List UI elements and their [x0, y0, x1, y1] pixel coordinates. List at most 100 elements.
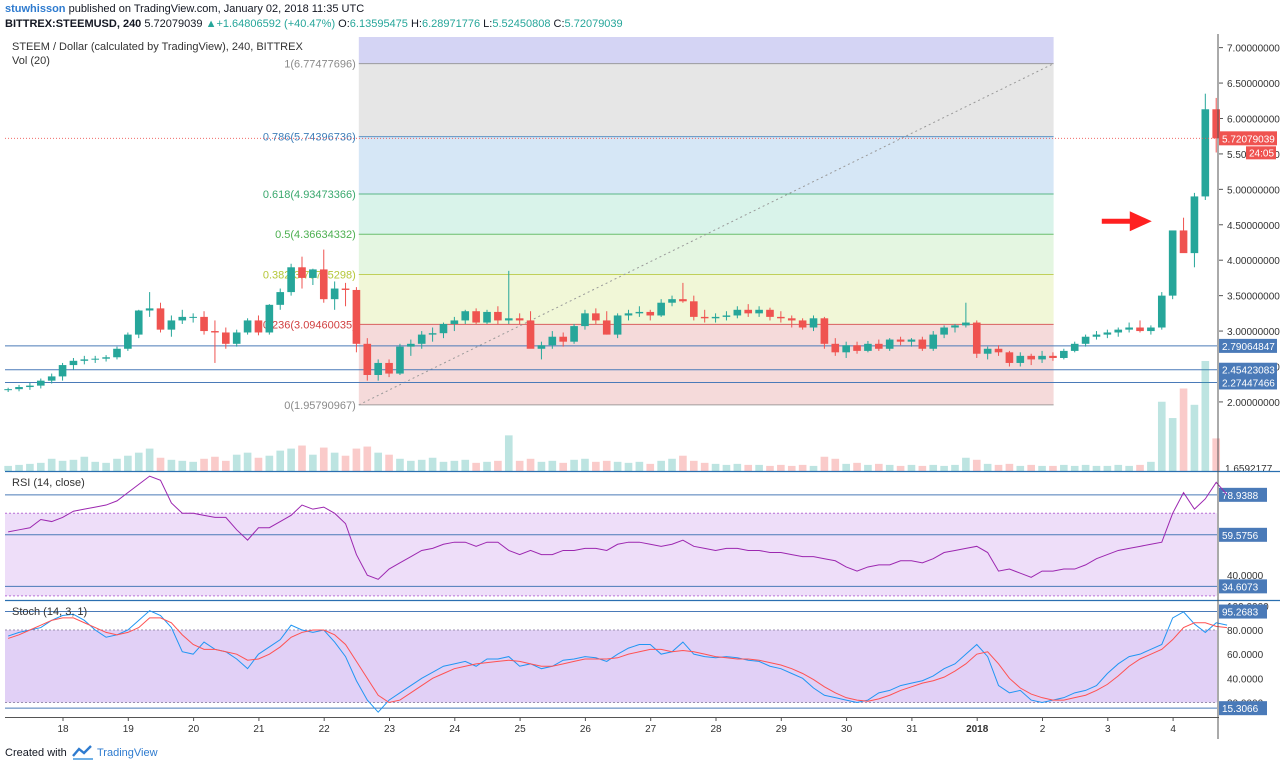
volume-bar	[1016, 465, 1025, 471]
volume-bar	[755, 464, 763, 471]
volume-bar	[1136, 464, 1144, 471]
volume-bar	[396, 458, 404, 471]
chart-header: stuwhisson published on TradingView.com,…	[0, 0, 1280, 34]
fib-top-band	[358, 37, 1054, 64]
price-chart[interactable]: 1(6.77477696) 0.786(5.74396736) 0.618(4.93…	[0, 34, 1280, 740]
date-tick-label: 3	[1105, 724, 1111, 735]
candle-body	[439, 323, 448, 334]
volume-bar	[766, 465, 774, 471]
volume-bar	[265, 455, 274, 471]
candle-body	[1114, 329, 1123, 333]
volume-bar	[537, 461, 546, 471]
volume-bar	[798, 464, 807, 471]
candle-body	[309, 269, 317, 278]
volume-bar	[581, 458, 589, 471]
stoch-level-badge	[1219, 604, 1267, 619]
price-tick-label: 4.50000000	[1227, 221, 1280, 232]
date-tick-label: 24	[449, 724, 461, 735]
candle-body	[831, 343, 840, 353]
volume-bar	[1190, 404, 1199, 471]
rsi-line	[8, 475, 1228, 580]
volume-bar	[113, 458, 121, 471]
low-value: 5.52450808	[492, 18, 551, 30]
volume-bar	[994, 464, 1003, 471]
stoch-tick-label: 40.0000	[1227, 674, 1264, 685]
price-tick-label: 6.50000000	[1227, 79, 1280, 90]
candle-body	[624, 313, 633, 316]
candle-body	[777, 316, 785, 319]
candle-body	[222, 332, 230, 344]
volume-bar	[559, 462, 568, 471]
volume-bar	[1038, 465, 1046, 471]
candle-body	[940, 327, 948, 335]
candle-body	[646, 311, 655, 316]
volume-bar	[385, 454, 393, 471]
volume-bar	[494, 460, 502, 471]
candle-body	[211, 331, 219, 333]
volume-bar	[787, 465, 796, 471]
tradingview-logo-icon[interactable]	[72, 744, 94, 763]
volume-bar	[1081, 464, 1090, 471]
candle-body	[417, 334, 426, 344]
date-tick-label: 4	[1170, 724, 1176, 735]
volume-bar	[831, 458, 840, 471]
volume-bar	[102, 462, 110, 471]
volume-bar	[15, 464, 23, 471]
volume-bar	[548, 460, 557, 471]
date-tick-label: 25	[515, 724, 527, 735]
volume-bar	[820, 456, 829, 471]
change-up-icon: ▲	[205, 18, 217, 30]
candle-body	[200, 316, 208, 332]
candle-body	[657, 302, 665, 316]
candle-body	[1157, 295, 1166, 328]
candle-body	[1005, 352, 1014, 363]
candle-body	[787, 318, 796, 321]
date-tick-label: 2018	[966, 724, 989, 735]
date-tick-label: 2	[1040, 724, 1046, 735]
volume-bar	[875, 463, 883, 471]
candle-body	[515, 318, 524, 321]
date-tick-label: 19	[123, 724, 135, 735]
volume-bar	[940, 465, 948, 471]
candle-body	[113, 348, 121, 358]
volume-bar	[1070, 465, 1079, 471]
date-tick-label: 27	[645, 724, 657, 735]
volume-bar	[232, 454, 241, 471]
tradingview-brand-link[interactable]: TradingView	[97, 747, 158, 759]
candle-body	[1027, 355, 1035, 360]
volume-bar	[450, 460, 459, 471]
candle-body	[994, 348, 1003, 353]
volume-bar	[483, 461, 491, 471]
candle-body	[91, 358, 100, 360]
volume-bar	[341, 455, 350, 471]
volume-bar	[1168, 418, 1177, 471]
volume-bar	[374, 452, 382, 471]
candle-body	[1201, 109, 1210, 197]
volume-bar	[733, 463, 742, 471]
horizontal-line-badge	[1219, 362, 1277, 377]
stoch-level-label: 95.2683	[1222, 608, 1259, 619]
candle-body	[134, 310, 143, 335]
candle-body	[254, 320, 263, 333]
candle-body	[145, 308, 154, 311]
candle-body	[635, 311, 644, 314]
candle-body	[1190, 196, 1199, 254]
author-link[interactable]: stuwhisson	[5, 3, 66, 15]
volume-bar	[330, 452, 339, 471]
horizontal-line-label: 2.45423083	[1222, 366, 1275, 377]
volume-bar	[1049, 465, 1057, 471]
volume-bar	[972, 459, 981, 471]
candle-body	[526, 320, 535, 349]
volume-bar	[700, 462, 709, 471]
candle-body	[885, 339, 894, 349]
candle-body	[1049, 355, 1057, 358]
volume-bar	[167, 459, 176, 471]
candle-body	[1125, 327, 1133, 330]
high-label: H:	[410, 18, 422, 30]
rsi-level-badge	[1219, 487, 1267, 502]
volume-bar	[951, 464, 959, 471]
candle-body	[972, 322, 981, 354]
stoch-k-line	[7, 610, 1228, 713]
date-tick-label: 30	[841, 724, 853, 735]
candle-body	[689, 301, 698, 317]
